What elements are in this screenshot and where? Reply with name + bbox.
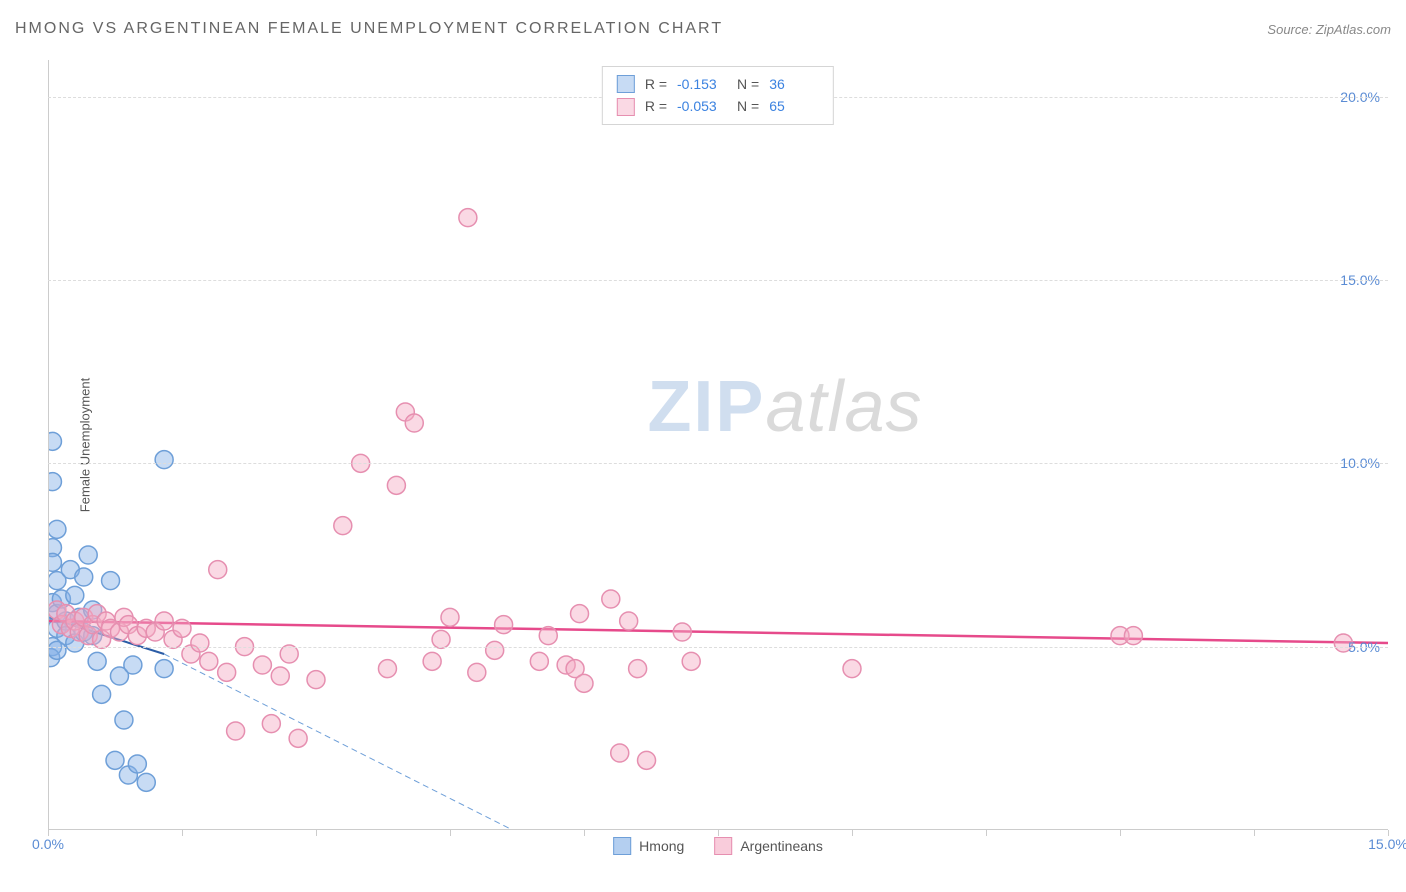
data-point (102, 572, 120, 590)
data-point (495, 616, 513, 634)
data-point (155, 451, 173, 469)
data-point (227, 722, 245, 740)
legend-row-hmong: R = -0.153 N = 36 (617, 73, 819, 95)
data-point (441, 608, 459, 626)
data-point (173, 619, 191, 637)
data-point (629, 660, 647, 678)
data-point (638, 751, 656, 769)
data-point (423, 652, 441, 670)
data-point (48, 473, 61, 491)
correlation-legend: R = -0.153 N = 36 R = -0.053 N = 65 (602, 66, 834, 125)
data-point (334, 517, 352, 535)
x-tick-label: 15.0% (1368, 836, 1406, 852)
data-point (307, 671, 325, 689)
data-point (280, 645, 298, 663)
data-point (673, 623, 691, 641)
legend-swatch-argentineans (617, 98, 635, 116)
data-point (48, 432, 61, 450)
data-point (486, 641, 504, 659)
source-attribution: Source: ZipAtlas.com (1267, 22, 1391, 37)
data-point (571, 605, 589, 623)
legend-row-argentineans: R = -0.053 N = 65 (617, 95, 819, 117)
data-point (530, 652, 548, 670)
data-point (155, 612, 173, 630)
legend-swatch-argentineans-bottom (714, 837, 732, 855)
data-point (387, 476, 405, 494)
chart-title: HMONG VS ARGENTINEAN FEMALE UNEMPLOYMENT… (15, 20, 723, 38)
data-point (253, 656, 271, 674)
regression-line-dashed-hmong (164, 654, 512, 830)
data-point (611, 744, 629, 762)
data-point (575, 674, 593, 692)
data-point (48, 553, 61, 571)
data-point (682, 652, 700, 670)
data-point (124, 656, 142, 674)
data-point (378, 660, 396, 678)
data-point (79, 546, 97, 564)
data-point (539, 627, 557, 645)
data-point (155, 660, 173, 678)
data-point (602, 590, 620, 608)
data-point (137, 773, 155, 791)
data-point (48, 520, 66, 538)
data-point (289, 729, 307, 747)
data-point (459, 209, 477, 227)
legend-swatch-hmong-bottom (613, 837, 631, 855)
data-point (75, 568, 93, 586)
data-point (432, 630, 450, 648)
chart-area: Female Unemployment 5.0%10.0%15.0%20.0% … (48, 60, 1388, 830)
series-legend: Hmong Argentineans (613, 837, 823, 855)
scatter-plot (48, 60, 1388, 830)
legend-swatch-hmong (617, 75, 635, 93)
data-point (1124, 627, 1142, 645)
data-point (218, 663, 236, 681)
legend-item-hmong: Hmong (613, 837, 684, 855)
data-point (843, 660, 861, 678)
data-point (191, 634, 209, 652)
chart-header: HMONG VS ARGENTINEAN FEMALE UNEMPLOYMENT… (15, 20, 1391, 38)
data-point (115, 711, 133, 729)
data-point (262, 715, 280, 733)
data-point (200, 652, 218, 670)
data-point (88, 652, 106, 670)
data-point (128, 755, 146, 773)
data-point (468, 663, 486, 681)
legend-item-argentineans: Argentineans (714, 837, 823, 855)
data-point (405, 414, 423, 432)
data-point (620, 612, 638, 630)
y-axis-line (48, 60, 49, 830)
data-point (106, 751, 124, 769)
data-point (93, 685, 111, 703)
x-tick-label: 0.0% (32, 836, 64, 852)
data-point (271, 667, 289, 685)
data-point (66, 586, 84, 604)
data-point (209, 561, 227, 579)
